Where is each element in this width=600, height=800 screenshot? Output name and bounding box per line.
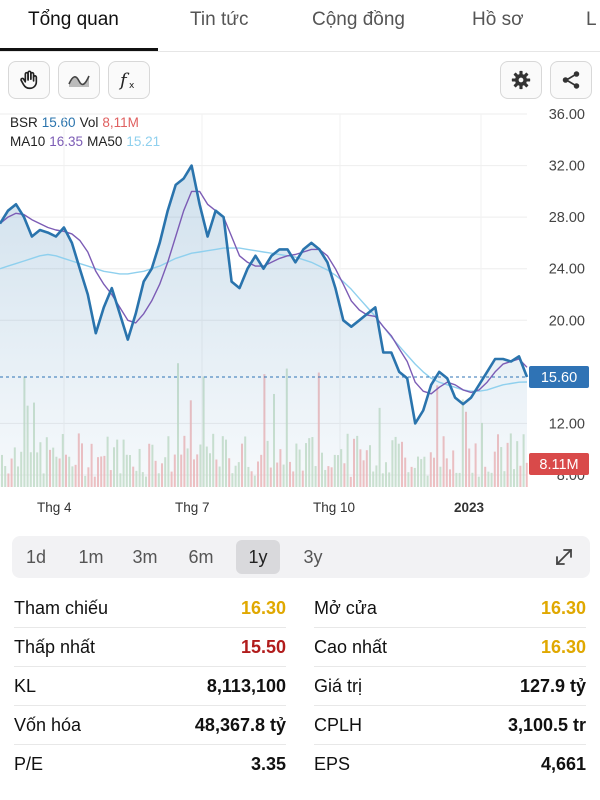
gear-icon: [511, 70, 531, 90]
price-value: 15.60: [41, 115, 76, 130]
stat-label: Cao nhất: [314, 637, 388, 657]
ma50-line: [0, 247, 528, 392]
stat-pe: P/E 3.35: [14, 745, 286, 784]
share-icon: [562, 71, 580, 89]
x-tick-label: Thg 4: [37, 500, 72, 515]
tab-tong-quan[interactable]: Tổng quan: [28, 9, 119, 30]
x-tick-label: 2023: [454, 500, 485, 515]
current-price-label: 15.60: [541, 370, 577, 386]
ma50-label: MA50: [87, 134, 123, 149]
hand-tool-button[interactable]: [8, 61, 50, 99]
stat-value: 3.35: [250, 754, 286, 774]
stat-von-hoa: Vốn hóa 48,367.8 tỷ: [14, 706, 286, 745]
vol-label: Vol: [79, 115, 99, 130]
stat-value: 48,367.8 tỷ: [194, 715, 286, 735]
stat-eps: EPS 4,661: [314, 745, 586, 784]
stat-value: 127.9 tỷ: [519, 676, 586, 696]
ma10-line: [0, 190, 528, 395]
period-3y[interactable]: 3y: [303, 547, 323, 567]
line-chart-icon: [68, 75, 90, 87]
function-icon: f x: [118, 70, 135, 91]
y-tick-label: 12.00: [549, 416, 585, 432]
share-button[interactable]: [550, 61, 592, 99]
stat-value: 16.30: [240, 598, 286, 618]
y-tick-label: 32.00: [549, 159, 585, 175]
x-tick-label: Thg 10: [313, 500, 355, 515]
tab-more[interactable]: L: [586, 9, 597, 30]
stat-value: 16.30: [540, 598, 586, 618]
period-1y[interactable]: 1y: [236, 540, 280, 574]
period-3m[interactable]: 3m: [132, 547, 158, 567]
stat-label: CPLH: [314, 715, 363, 735]
vol-value: 8,11M: [102, 115, 139, 130]
current-vol-label: 8.11M: [539, 457, 578, 473]
symbol-label: BSR: [10, 115, 38, 130]
indicator-button[interactable]: f x: [108, 61, 150, 99]
y-tick-label: 28.00: [549, 210, 585, 226]
stat-label: EPS: [314, 754, 351, 774]
ma10-label: MA10: [10, 134, 46, 149]
ma10-value: 16.35: [49, 134, 84, 149]
stat-cplh: CPLH 3,100.5 tr: [314, 706, 586, 745]
active-tab-indicator: [0, 48, 158, 51]
period-6m[interactable]: 6m: [188, 547, 214, 567]
period-1d[interactable]: 1d: [25, 547, 47, 567]
y-tick-label: 24.00: [549, 262, 585, 278]
stat-value: 16.30: [540, 637, 586, 657]
expand-icon[interactable]: [552, 545, 576, 569]
stat-kl: KL 8,113,100: [14, 667, 286, 706]
period-selector: 1d 1m 3m 6m 1y 3y: [12, 536, 590, 578]
stat-label: Mở cửa: [314, 598, 377, 618]
current-vol-badge: [529, 453, 589, 475]
x-tick-label: Thg 7: [175, 500, 210, 515]
top-tabs: Tổng quan Tin tức Cộng đồng Hồ sơ L: [0, 0, 600, 52]
stat-label: Tham chiếu: [14, 598, 109, 618]
chart-type-button[interactable]: [58, 61, 100, 99]
stat-label: P/E: [14, 754, 44, 774]
stat-tham-chieu: Tham chiếu 16.30: [14, 589, 286, 628]
hand-icon: [20, 70, 38, 90]
stat-label: Vốn hóa: [14, 715, 82, 735]
tab-cong-dong[interactable]: Cộng đồng: [312, 9, 405, 30]
svg-text:x: x: [129, 81, 135, 91]
price-legend: BSR 15.60 Vol 8,11M: [10, 115, 143, 130]
current-price-badge: [529, 366, 589, 389]
y-tick-label: 20.00: [549, 313, 585, 329]
tab-ho-so[interactable]: Hồ sơ: [472, 9, 524, 30]
stat-value: 15.50: [240, 637, 286, 657]
period-1m[interactable]: 1m: [78, 547, 104, 567]
tab-tin-tuc[interactable]: Tin tức: [190, 9, 249, 30]
stat-mo-cua: Mở cửa 16.30: [314, 589, 586, 628]
y-tick-label: 36.00: [549, 107, 585, 123]
stat-label: Giá trị: [314, 676, 363, 696]
stat-label: Thấp nhất: [14, 637, 96, 657]
ma50-value: 15.21: [126, 134, 161, 149]
settings-button[interactable]: [500, 61, 542, 99]
stat-value: 4,661: [540, 754, 586, 774]
stat-value: 3,100.5 tr: [507, 715, 586, 735]
price-area: [0, 165, 527, 487]
stat-label: KL: [14, 676, 37, 696]
price-line: [0, 164, 529, 425]
ma-legend: MA10 16.35 MA50 15.21: [10, 134, 164, 149]
stat-gia-tri: Giá trị 127.9 tỷ: [314, 667, 586, 706]
stat-thap-nhat: Thấp nhất 15.50: [14, 628, 286, 667]
stat-value: 8,113,100: [206, 676, 286, 696]
stat-cao-nhat: Cao nhất 16.30: [314, 628, 586, 667]
